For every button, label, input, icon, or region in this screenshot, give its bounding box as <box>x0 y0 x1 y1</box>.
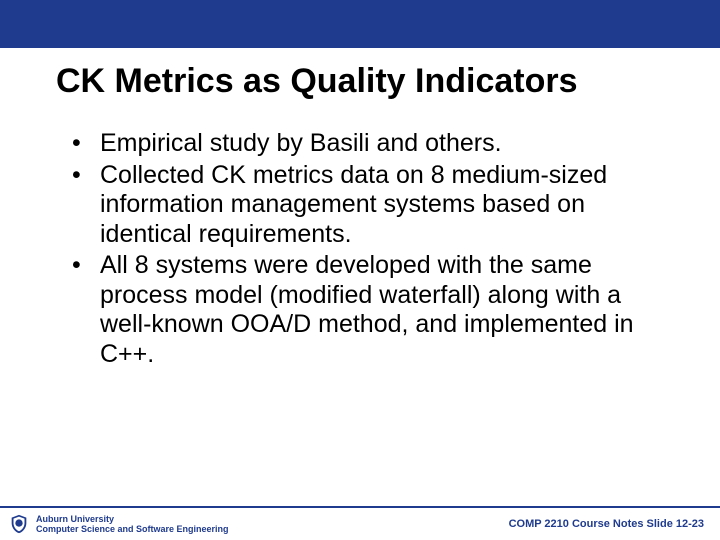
footer-org-line1: Auburn University <box>36 514 229 524</box>
footer-slide-number: COMP 2210 Course Notes Slide 12-23 <box>509 518 704 530</box>
slide-title: CK Metrics as Quality Indicators <box>0 48 720 101</box>
slide: CK Metrics as Quality Indicators Empiric… <box>0 0 720 540</box>
slide-body: Empirical study by Basili and others. Co… <box>0 101 720 369</box>
shield-icon <box>8 513 30 535</box>
bullet-list: Empirical study by Basili and others. Co… <box>72 129 676 369</box>
footer-org: Auburn University Computer Science and S… <box>36 514 229 535</box>
footer: Auburn University Computer Science and S… <box>0 506 720 540</box>
footer-left: Auburn University Computer Science and S… <box>8 513 509 535</box>
bullet-item: Empirical study by Basili and others. <box>72 129 676 159</box>
header-bar <box>0 0 720 48</box>
bullet-item: Collected CK metrics data on 8 medium-si… <box>72 161 676 250</box>
bullet-item: All 8 systems were developed with the sa… <box>72 251 676 369</box>
footer-org-line2: Computer Science and Software Engineerin… <box>36 524 229 534</box>
